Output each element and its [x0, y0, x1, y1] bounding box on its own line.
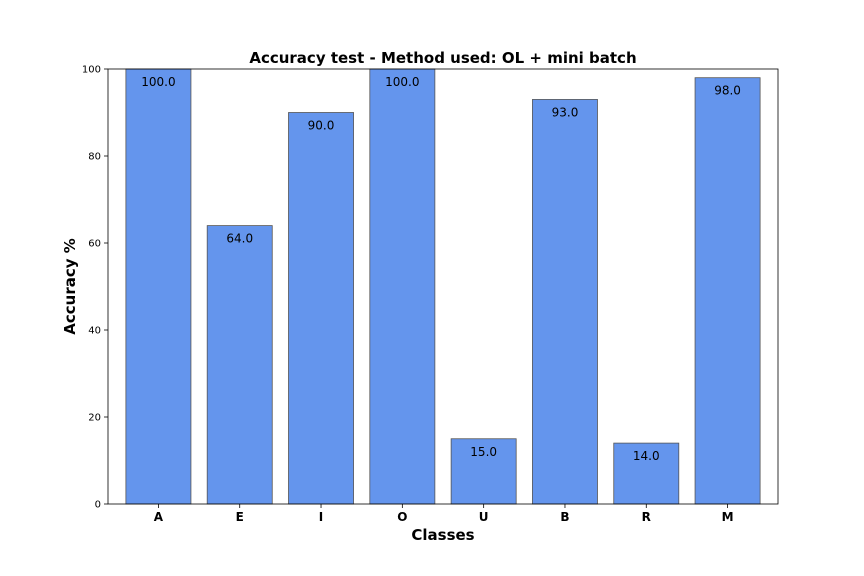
- data-label-e: 64.0: [226, 232, 253, 246]
- y-tick-label-20: 20: [88, 413, 101, 424]
- x-tick-label-a: A: [154, 510, 164, 524]
- y-tick-label-100: 100: [82, 65, 101, 76]
- x-tick-label-e: E: [236, 510, 244, 524]
- bar-i: [288, 112, 354, 505]
- y-tick-label-60: 60: [88, 239, 101, 250]
- bar-b: [532, 99, 598, 505]
- x-tick-label-i: I: [319, 510, 323, 524]
- x-tick-label-r: R: [642, 510, 651, 524]
- y-tick-label-80: 80: [88, 152, 101, 163]
- bar-m: [694, 77, 761, 505]
- data-label-m: 98.0: [714, 84, 741, 98]
- data-label-i: 90.0: [308, 119, 335, 133]
- plot-frame: [107, 68, 779, 505]
- x-tick-label-m: M: [722, 510, 734, 524]
- bar-o: [369, 68, 436, 505]
- y-tick-label-40: 40: [88, 326, 101, 337]
- bars-group: [125, 68, 761, 505]
- bar-e: [206, 225, 273, 505]
- chart-title: Accuracy test - Method used: OL + mini b…: [249, 49, 636, 67]
- data-labels-group: 100.0 64.0 90.0 100.0 15.0 93.0 14.0 98.0: [141, 75, 741, 463]
- data-label-a: 100.0: [141, 75, 175, 89]
- x-tick-label-b: B: [560, 510, 569, 524]
- x-axis-label: Classes: [411, 526, 474, 544]
- y-axis-label: Accuracy %: [61, 238, 79, 335]
- data-label-b: 93.0: [552, 105, 579, 119]
- y-tick-label-0: 0: [95, 500, 101, 511]
- data-label-o: 100.0: [385, 75, 419, 89]
- x-tick-label-u: U: [479, 510, 489, 524]
- y-axis: 0 20 40 60 80 100: [82, 65, 108, 511]
- bar-r: [613, 442, 680, 505]
- bar-u: [450, 438, 517, 505]
- x-tick-label-o: O: [397, 510, 407, 524]
- bar-a: [125, 68, 192, 505]
- data-label-r: 14.0: [633, 449, 660, 463]
- data-label-u: 15.0: [470, 445, 497, 459]
